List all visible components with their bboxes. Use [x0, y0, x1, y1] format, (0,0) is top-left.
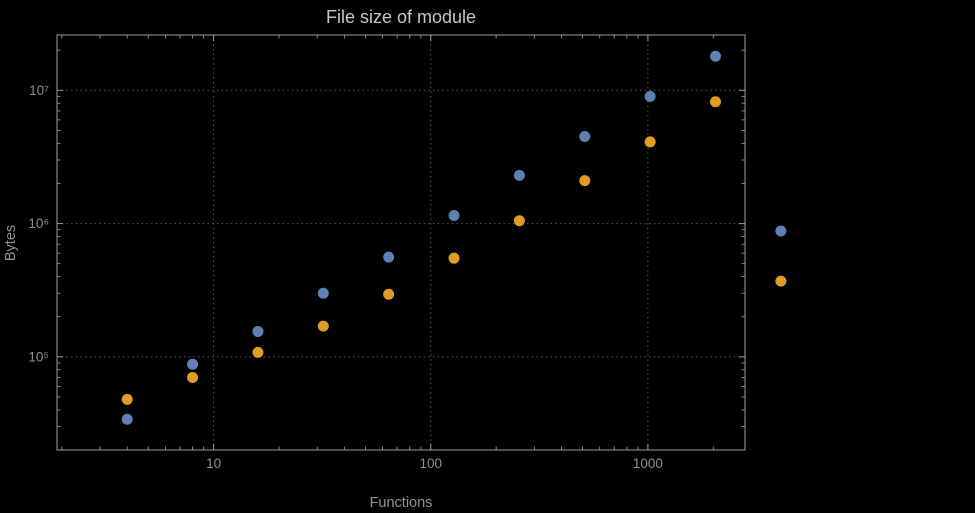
data-point-series-orange [317, 320, 329, 332]
plot-frame [56, 34, 746, 451]
y-tick-label: 10⁵ [28, 349, 49, 364]
data-points [121, 50, 787, 425]
data-point-series-orange [644, 136, 656, 148]
data-point-series-orange [187, 371, 199, 383]
x-tick-label: 100 [419, 456, 442, 471]
data-point-series-blue [644, 90, 656, 102]
x-tick-label: 10 [206, 456, 221, 471]
data-point-series-orange [448, 252, 460, 264]
data-point-series-orange [579, 175, 591, 187]
data-point-series-blue [448, 209, 460, 221]
y-axis-label: Bytes [3, 225, 19, 261]
data-point-series-blue [317, 287, 329, 299]
tick-labels: 10 100 1000 10⁵ 10⁶ 10⁷ [28, 83, 663, 471]
data-point-series-blue [187, 358, 199, 370]
gridlines [57, 35, 745, 450]
x-axis-label: Functions [370, 495, 433, 511]
data-point-series-orange [252, 346, 264, 358]
data-point-series-blue [775, 225, 787, 237]
data-point-series-blue [383, 251, 395, 263]
data-point-series-blue [121, 413, 133, 425]
y-tick-label: 10⁷ [29, 83, 49, 98]
x-tick-label: 1000 [633, 456, 663, 471]
data-point-series-blue [579, 131, 591, 143]
data-point-series-orange [383, 288, 395, 300]
chart-title: File size of module [326, 7, 476, 27]
data-point-series-blue [513, 169, 525, 181]
data-point-series-orange [775, 275, 787, 287]
data-point-series-orange [121, 393, 133, 405]
data-point-series-orange [710, 96, 722, 108]
axis-ticks [57, 35, 745, 450]
y-tick-label: 10⁶ [28, 216, 49, 231]
data-point-series-blue [252, 325, 264, 337]
data-point-series-orange [513, 215, 525, 227]
data-point-series-blue [710, 50, 722, 62]
